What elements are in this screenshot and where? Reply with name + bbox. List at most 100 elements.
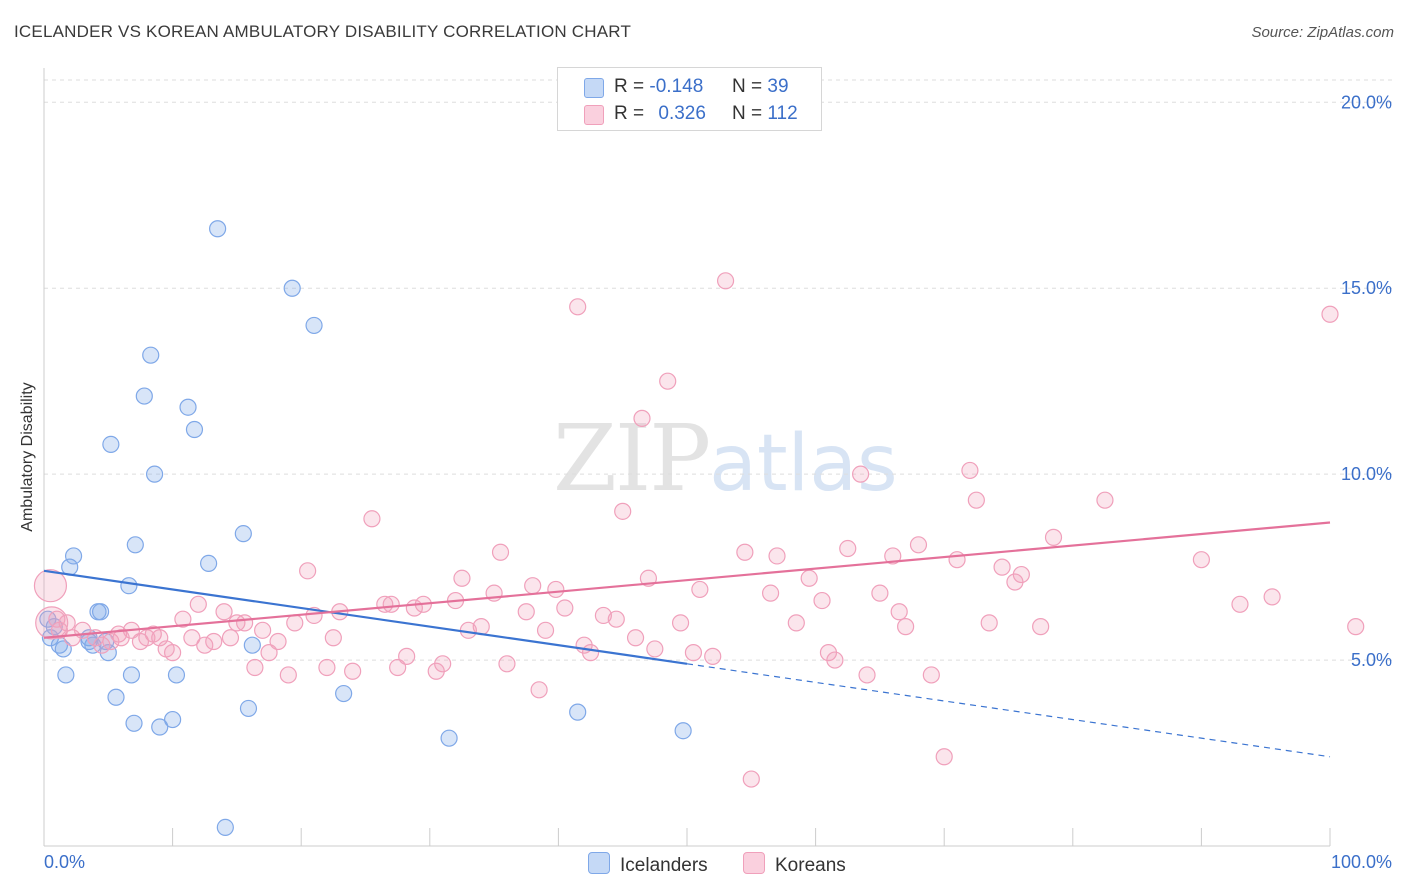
bottom-legend-label-koreans: Koreans — [775, 855, 846, 876]
point-icelanders — [120, 577, 138, 595]
watermark-zip: ZIP — [553, 405, 711, 512]
point-koreans — [1192, 551, 1211, 569]
point-koreans — [633, 409, 651, 427]
point-koreans — [183, 629, 201, 647]
point-koreans — [189, 595, 207, 613]
point-koreans — [884, 547, 902, 565]
point-koreans — [491, 543, 510, 561]
point-icelanders — [569, 703, 587, 721]
legend-r-koreans: R = 0.326 — [614, 103, 706, 125]
point-koreans — [993, 558, 1011, 576]
bottom-legend-swatch-koreans — [743, 852, 765, 874]
legend-swatch-koreans — [584, 105, 604, 125]
legend-r-label: R = — [614, 103, 645, 124]
point-koreans — [890, 603, 908, 621]
legend-n-icelanders: N = 39 — [732, 76, 789, 98]
point-koreans — [800, 569, 818, 587]
point-icelanders — [185, 420, 204, 439]
x-tick-label-min: 0.0% — [44, 852, 86, 872]
point-koreans — [174, 610, 192, 628]
point-icelanders — [54, 640, 72, 658]
chart-title: ICELANDER VS KOREAN AMBULATORY DISABILIT… — [14, 22, 632, 41]
trend-line-icelanders-extrapolated — [686, 663, 1331, 758]
legend-r-icelanders: R = -0.148 — [614, 76, 703, 98]
point-icelanders — [57, 666, 75, 684]
point-koreans — [967, 491, 985, 509]
point-koreans — [980, 614, 998, 632]
point-koreans — [813, 591, 831, 610]
point-koreans — [269, 632, 287, 651]
point-koreans — [1044, 528, 1063, 546]
point-icelanders — [216, 818, 234, 837]
point-koreans — [858, 666, 876, 684]
point-koreans — [215, 603, 233, 621]
point-koreans — [530, 681, 548, 699]
point-koreans — [299, 562, 317, 580]
point-koreans — [164, 644, 182, 662]
point-koreans — [453, 569, 471, 587]
point-icelanders — [64, 547, 83, 565]
point-icelanders — [283, 279, 301, 297]
point-koreans — [254, 621, 272, 639]
y-tick-label: 15.0% — [1341, 278, 1392, 298]
bottom-legend-icelanders: Icelanders — [588, 852, 708, 877]
point-icelanders — [151, 718, 169, 736]
point-koreans — [246, 658, 264, 677]
point-koreans — [961, 461, 979, 480]
point-icelanders — [91, 603, 110, 621]
point-koreans — [948, 551, 966, 569]
point-koreans — [922, 666, 940, 684]
point-koreans — [382, 595, 400, 613]
point-koreans — [671, 614, 690, 632]
point-koreans — [1096, 491, 1114, 509]
point-koreans — [614, 502, 632, 520]
point-icelanders — [243, 636, 261, 654]
point-icelanders — [179, 398, 197, 416]
point-koreans — [536, 621, 555, 639]
point-icelanders — [209, 220, 227, 238]
point-icelanders — [200, 554, 218, 572]
point-icelanders — [335, 684, 353, 703]
bottom-legend-koreans: Koreans — [743, 852, 846, 877]
legend-n-label: N = — [732, 103, 763, 124]
point-koreans — [33, 569, 68, 603]
point-koreans — [839, 539, 857, 558]
point-koreans — [935, 748, 953, 766]
point-koreans — [1263, 588, 1281, 606]
legend-n-label: N = — [732, 76, 763, 97]
point-icelanders — [142, 346, 160, 364]
point-koreans — [1032, 618, 1050, 636]
point-koreans — [607, 610, 625, 628]
watermark-atlas: atlas — [709, 419, 898, 509]
point-koreans — [93, 636, 111, 654]
point-koreans — [236, 614, 254, 632]
point-koreans — [581, 644, 600, 662]
legend-r-value: -0.148 — [649, 76, 704, 97]
point-koreans — [659, 372, 677, 390]
point-koreans — [691, 580, 709, 599]
point-koreans — [344, 662, 362, 680]
point-koreans — [363, 510, 381, 528]
point-koreans — [517, 603, 535, 621]
point-koreans — [826, 651, 844, 669]
point-koreans — [35, 606, 69, 640]
point-icelanders — [239, 699, 258, 718]
point-koreans — [716, 272, 735, 290]
point-koreans — [318, 658, 336, 677]
point-icelanders — [305, 316, 323, 335]
point-icelanders — [164, 710, 182, 729]
point-koreans — [1012, 565, 1030, 584]
point-koreans — [524, 577, 542, 595]
point-koreans — [58, 614, 76, 632]
point-icelanders — [122, 666, 141, 684]
point-koreans — [498, 655, 516, 673]
point-koreans — [389, 658, 407, 677]
point-koreans — [742, 770, 760, 788]
point-koreans — [626, 629, 645, 647]
point-icelanders — [674, 722, 692, 740]
legend-n-value: 39 — [767, 76, 789, 97]
stats-legend: R = -0.148 N = 39 R = 0.326 N = 112 — [557, 67, 822, 131]
point-koreans — [324, 629, 342, 647]
point-koreans — [704, 647, 722, 665]
